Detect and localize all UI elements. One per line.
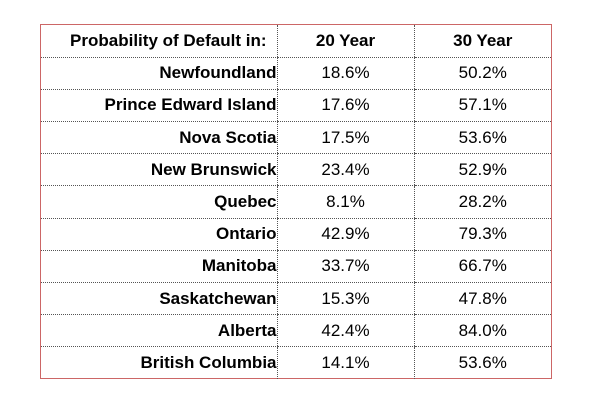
value-20-year: 8.1% [276, 185, 414, 219]
value-20-year: 18.6% [276, 57, 414, 90]
value-30-year: 66.7% [413, 250, 551, 284]
province-name: Nova Scotia [41, 121, 277, 155]
value-30-year: 53.6% [413, 346, 551, 380]
value-30-year: 50.2% [413, 57, 551, 90]
value-20-year: 42.4% [276, 314, 414, 348]
value-20-year: 17.5% [276, 121, 414, 155]
province-name: Alberta [41, 314, 277, 348]
value-30-year: 52.9% [413, 153, 551, 187]
header-30-year: 30 Year [413, 25, 551, 58]
value-30-year: 79.3% [413, 218, 551, 251]
default-probability-table: Probability of Default in: 20 Year 30 Ye… [41, 25, 551, 380]
table-row: Newfoundland 18.6% 50.2% [41, 57, 551, 90]
value-30-year: 53.6% [413, 121, 551, 155]
header-row: Probability of Default in: 20 Year 30 Ye… [41, 25, 551, 58]
province-name: New Brunswick [41, 153, 277, 187]
table-row: Nova Scotia 17.5% 53.6% [41, 121, 551, 155]
header-20-year: 20 Year [276, 25, 414, 58]
value-20-year: 15.3% [276, 282, 414, 316]
table-row: Alberta 42.4% 84.0% [41, 314, 551, 348]
table-row: Quebec 8.1% 28.2% [41, 185, 551, 219]
value-30-year: 28.2% [413, 185, 551, 219]
province-name: Saskatchewan [41, 282, 277, 316]
table-row: Saskatchewan 15.3% 47.8% [41, 282, 551, 316]
value-20-year: 33.7% [276, 250, 414, 284]
value-30-year: 57.1% [413, 89, 551, 123]
province-name: British Columbia [140, 353, 277, 373]
province-name: Quebec [41, 185, 277, 219]
header-label: Probability of Default in: [41, 25, 277, 58]
value-20-year: 42.9% [276, 218, 414, 251]
value-30-year: 47.8% [413, 282, 551, 316]
value-30-year: 84.0% [413, 314, 551, 348]
province-name: Newfoundland [41, 57, 277, 90]
province-name: Prince Edward Island [41, 89, 277, 123]
table-row: Ontario 42.9% 79.3% [41, 218, 551, 251]
table-frame: Probability of Default in: 20 Year 30 Ye… [40, 24, 552, 380]
table-row: New Brunswick 23.4% 52.9% [41, 153, 551, 187]
province-name: Manitoba [41, 250, 277, 284]
table-row: Manitoba 33.7% 66.7% [41, 250, 551, 284]
value-20-year: 17.6% [276, 89, 414, 123]
table-row: Prince Edward Island 17.6% 57.1% [41, 89, 551, 123]
province-name: Ontario [41, 218, 277, 251]
table-row: British Columbia 14.1% 53.6% [41, 346, 551, 380]
value-20-year: 23.4% [276, 153, 414, 187]
value-20-year: 14.1% [276, 346, 414, 380]
